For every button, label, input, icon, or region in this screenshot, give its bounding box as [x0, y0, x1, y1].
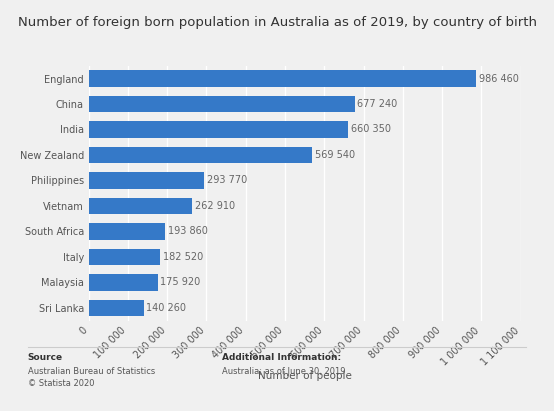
Text: 262 910: 262 910 [194, 201, 235, 211]
Text: Source: Source [28, 353, 63, 363]
Text: Australian Bureau of Statistics
© Statista 2020: Australian Bureau of Statistics © Statis… [28, 367, 155, 388]
Bar [89, 172, 204, 189]
Text: 660 350: 660 350 [351, 125, 391, 134]
Text: 293 770: 293 770 [207, 175, 247, 185]
Text: 569 540: 569 540 [315, 150, 355, 160]
Bar [89, 198, 192, 214]
Text: Australia; as of June 30, 2019: Australia; as of June 30, 2019 [222, 367, 345, 376]
Text: 175 920: 175 920 [161, 277, 201, 287]
Text: 140 260: 140 260 [146, 303, 187, 313]
Bar [89, 96, 355, 112]
Text: Additional Information:: Additional Information: [222, 353, 341, 363]
X-axis label: Number of people: Number of people [258, 372, 352, 381]
Bar [89, 223, 165, 240]
Text: 182 520: 182 520 [163, 252, 203, 262]
Bar [89, 147, 312, 163]
Bar [89, 274, 158, 291]
Bar [89, 249, 160, 265]
Text: Number of foreign born population in Australia as of 2019, by country of birth: Number of foreign born population in Aus… [18, 16, 536, 30]
Text: 193 860: 193 860 [167, 226, 207, 236]
Bar [89, 70, 476, 87]
Bar [89, 121, 348, 138]
Text: 986 460: 986 460 [479, 74, 519, 83]
Bar [89, 300, 143, 316]
Text: 677 240: 677 240 [357, 99, 398, 109]
